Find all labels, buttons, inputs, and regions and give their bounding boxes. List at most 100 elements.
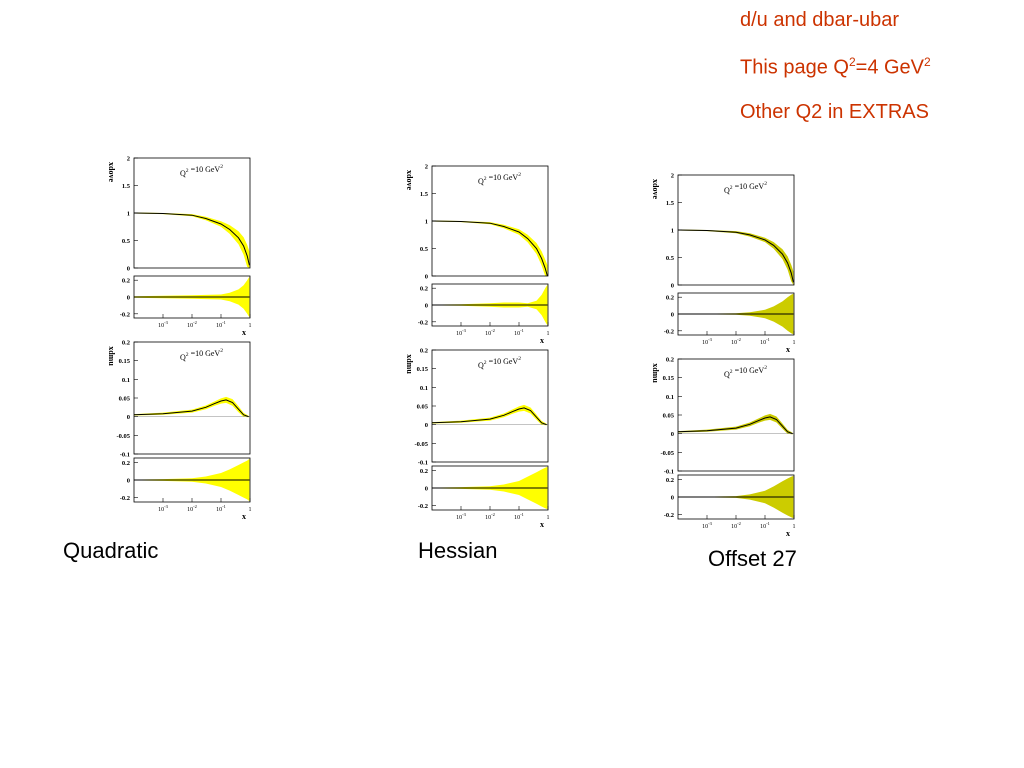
hessian-diff-diff-ytick-label-1: 0	[425, 486, 428, 493]
hessian-ratio-diff-xtick-label-0: 10-3	[456, 328, 466, 337]
quadratic-diff-main-ytick-label-0: -0.1	[120, 452, 130, 459]
quadratic-ratio-main-ytick-label-3: 1.5	[122, 183, 131, 190]
offset-27-ratio-main-ylabel: xdove	[651, 179, 660, 199]
offset-27-ratio-main-ytick-label-2: 1	[671, 228, 674, 235]
offset-27-diff-diff-ytick-label-0: -0.2	[664, 512, 674, 519]
quadratic-ratio-diff-xtick-label-2: 10-1	[216, 320, 226, 329]
quadratic-diff-main-panel: -0.1 -0.05 0 0.05 0.1 0.15 0.2 xdmu Q2 =10 GeV2	[107, 340, 251, 459]
column-label-hessian: Hessian	[418, 538, 498, 563]
header-line-2-sup-1: 2	[848, 55, 856, 69]
hessian-ratio-main-panel: 0 0.5 1 1.5 2 xdove Q2 =10 GeV2	[405, 164, 549, 281]
hessian-ratio-main-central-line	[431, 220, 548, 277]
hessian-diff-main-frame	[431, 349, 549, 463]
offset-27-diff-main-ytick-label-1: -0.05	[660, 450, 674, 457]
column-label-quadratic: Quadratic	[63, 538, 159, 563]
offset-27-diff-diff-xtick-label-1: 10-2	[731, 521, 741, 530]
quadratic-diff-main-ytick-label-1: -0.05	[116, 433, 130, 440]
hessian-diff-diff-xtick-label-1: 10-2	[485, 512, 495, 521]
quadratic-ratio-main-ytick-label-4: 2	[127, 156, 130, 163]
column-label-offset: Offset 27	[708, 546, 797, 571]
plot-column-hessian: 0 0.5 1 1.5 2 xdove Q2 =10 GeV2 -0.2 0 0.2 10-3 10-…	[398, 158, 550, 530]
hessian-ratio-main-ytick-label-1: 0.5	[420, 246, 429, 253]
hessian-ratio-main-ytick-label-0: 0	[425, 274, 428, 281]
hessian-diff-main-ytick-label-0: -0.1	[418, 460, 428, 467]
hessian-ratio-diff-ytick-label-1: 0	[425, 303, 428, 310]
offset-27-diff-main-ytick-label-6: 0.2	[666, 357, 674, 364]
quadratic-diff-diff-xtick-label-3: 1	[249, 507, 252, 513]
hessian-ratio-main-ytick-label-4: 2	[425, 164, 428, 171]
quadratic-ratio-diff-ytick-label-2: 0.2	[122, 278, 130, 285]
hessian-ratio-main-annotation: Q2 =10 GeV2	[478, 172, 521, 186]
hessian-diff-diff-xtick-label-2: 10-1	[514, 512, 524, 521]
offset-27-ratio-diff-xtick-label-0: 10-3	[702, 337, 712, 346]
offset-27-diff-main-annotation: Q2 =10 GeV2	[724, 365, 767, 379]
offset-27-ratio-diff-panel: -0.2 0 0.2 10-3 10-2 10-1 1x	[664, 292, 796, 354]
quadratic-ratio-diff-panel: -0.2 0 0.2 10-3 10-2 10-1 1x	[120, 275, 252, 337]
offset-27-diff-main-ytick-label-4: 0.1	[666, 394, 674, 401]
quadratic-ratio-diff-xtick-label-0: 10-3	[158, 320, 168, 329]
quadratic-diff-diff-xlabel: x	[242, 512, 246, 521]
quadratic-diff-main-annotation: Q2 =10 GeV2	[180, 348, 223, 362]
hessian-diff-main-ytick-label-3: 0.05	[417, 404, 429, 411]
hessian-diff-main-ytick-label-2: 0	[425, 422, 428, 429]
offset-27-ratio-main-central-line	[677, 229, 794, 283]
hessian-ratio-main-ytick-label-2: 1	[425, 219, 428, 226]
offset-27-diff-main-ytick-label-0: -0.1	[664, 469, 674, 476]
quadratic-diff-diff-ytick-label-2: 0.2	[122, 460, 130, 467]
hessian-ratio-diff-ytick-label-0: -0.2	[418, 319, 428, 326]
hessian-ratio-main-error-band	[432, 220, 548, 276]
offset-27-ratio-main-annotation: Q2 =10 GeV2	[724, 181, 767, 195]
hessian-diff-main-panel: -0.1 -0.05 0 0.05 0.1 0.15 0.2 xdmu Q2 =10 GeV2	[405, 348, 549, 467]
header-line-2-mid: =4 GeV	[855, 56, 925, 79]
hessian-diff-main-ylabel: xdmu	[405, 354, 414, 374]
quadratic-diff-main-error-band	[134, 396, 249, 418]
quadratic-diff-main-ytick-label-5: 0.15	[119, 358, 131, 365]
offset-27-ratio-main-panel: 0 0.5 1 1.5 2 xdove Q2 =10 GeV2	[651, 173, 795, 290]
header-line-2: This page Q2=4 GeV2	[740, 55, 931, 80]
hessian-diff-diff-ytick-label-0: -0.2	[418, 503, 428, 510]
quadratic-ratio-diff-xlabel: x	[242, 328, 246, 337]
offset-27-ratio-main-ytick-label-1: 0.5	[666, 255, 675, 262]
hessian-ratio-diff-xlabel: x	[540, 336, 544, 345]
offset-27-diff-main-ytick-label-5: 0.15	[663, 375, 675, 382]
quadratic-ratio-diff-ytick-label-1: 0	[127, 295, 130, 302]
hessian-diff-main-ytick-label-1: -0.05	[414, 441, 428, 448]
quadratic-ratio-main-panel: 0 0.5 1 1.5 2 xdove Q2 =10 GeV2	[107, 156, 251, 273]
offset-27-diff-diff-panel: -0.2 0 0.2 10-3 10-2 10-1 1x	[664, 474, 796, 538]
quadratic-diff-main-central-line	[133, 399, 249, 418]
quadratic-diff-diff-ytick-label-0: -0.2	[120, 495, 130, 502]
hessian-ratio-main-ytick-label-3: 1.5	[420, 191, 429, 198]
hessian-ratio-diff-xtick-label-2: 10-1	[514, 328, 524, 337]
offset-27-ratio-diff-ytick-label-0: -0.2	[664, 328, 674, 335]
quadratic-diff-diff-xtick-label-0: 10-3	[158, 504, 168, 513]
hessian-diff-main-ytick-label-6: 0.2	[420, 348, 428, 355]
hessian-diff-diff-xlabel: x	[540, 520, 544, 529]
offset-27-ratio-diff-ytick-label-2: 0.2	[666, 295, 674, 302]
header-line-1: d/u and dbar-ubar	[740, 9, 899, 32]
quadratic-diff-main-ytick-label-3: 0.05	[119, 396, 131, 403]
header-line-3-text: Other Q2 in EXTRAS	[740, 101, 929, 123]
quadratic-ratio-main-annotation: Q2 =10 GeV2	[180, 164, 223, 178]
offset-27-diff-diff-xlabel: x	[786, 529, 790, 538]
offset-27-diff-main-ylabel: xdmu	[651, 363, 660, 383]
header-line-1-text: d/u and dbar-ubar	[740, 9, 900, 31]
quadratic-ratio-diff-ytick-label-0: -0.2	[120, 311, 130, 318]
offset-27-ratio-main-error-band	[678, 229, 794, 285]
quadratic-ratio-main-central-line	[133, 212, 250, 266]
offset-27-diff-diff-xtick-label-2: 10-1	[760, 521, 770, 530]
quadratic-diff-diff-xtick-label-2: 10-1	[216, 504, 226, 513]
quadratic-ratio-diff-xtick-label-1: 10-2	[187, 320, 197, 329]
offset-27-ratio-diff-xtick-label-2: 10-1	[760, 337, 770, 346]
hessian-ratio-diff-xtick-label-3: 1	[547, 331, 550, 337]
quadratic-diff-diff-panel: -0.2 0 0.2 10-3 10-2 10-1 1x	[120, 457, 252, 521]
quadratic-diff-diff-xtick-label-1: 10-2	[187, 504, 197, 513]
quadratic-diff-main-ytick-label-2: 0	[127, 414, 130, 421]
quadratic-ratio-main-error-band	[134, 212, 250, 268]
offset-27-ratio-diff-ytick-label-1: 0	[671, 312, 674, 319]
header-line-2-prefix: This page Q	[740, 56, 849, 79]
offset-27-ratio-main-ytick-label-3: 1.5	[666, 200, 675, 207]
offset-27-diff-main-central-line	[677, 416, 793, 435]
